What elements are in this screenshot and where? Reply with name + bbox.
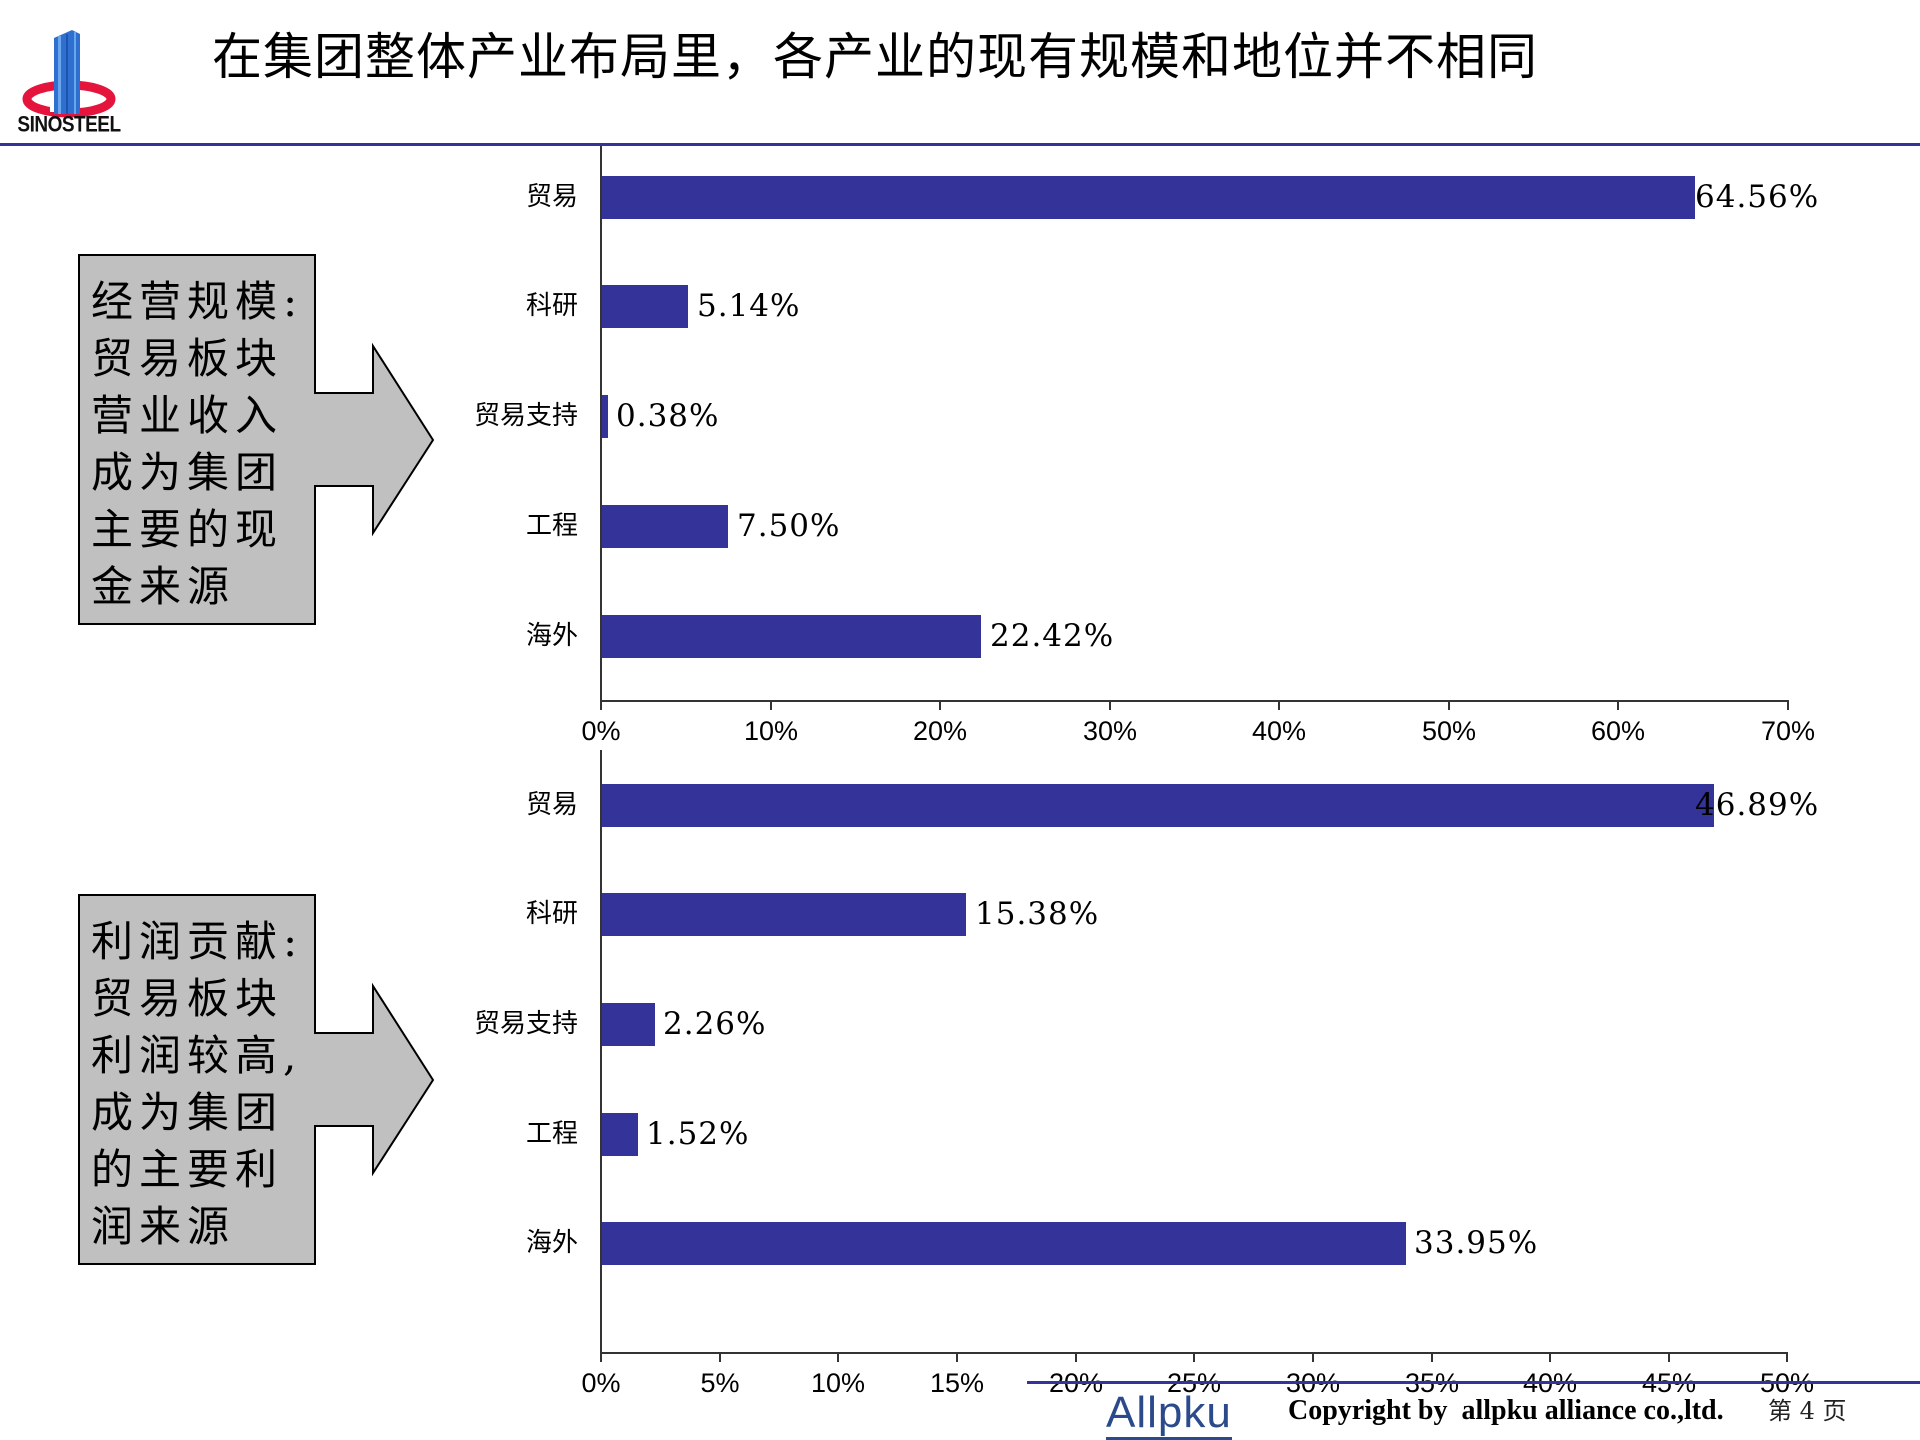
allpku-logo: Allpku <box>1106 1388 1232 1440</box>
x-tick <box>1193 1352 1195 1362</box>
bar <box>602 615 981 658</box>
category-label: 工程 <box>525 511 578 541</box>
sinosteel-logo: SINOSTEEL <box>14 26 124 141</box>
category-label: 海外 <box>525 1228 578 1258</box>
category-label: 工程 <box>525 1119 578 1149</box>
x-tick <box>939 700 941 710</box>
category-label: 科研 <box>525 899 578 929</box>
value-label: 33.95% <box>1414 1225 1539 1261</box>
x-tick <box>1549 1352 1551 1362</box>
allpku-wordmark: Allpku <box>1106 1388 1232 1440</box>
x-tick <box>719 1352 721 1362</box>
x-tick <box>600 700 602 710</box>
sinosteel-tower-icon <box>22 30 116 118</box>
x-axis <box>600 700 1788 702</box>
value-label: 15.38% <box>975 896 1100 932</box>
bar <box>602 1003 655 1046</box>
value-label: 5.14% <box>697 288 801 324</box>
x-tick-label: 60% <box>1590 716 1646 746</box>
value-label: 22.42% <box>990 618 1115 654</box>
x-tick-label: 10% <box>743 716 799 746</box>
bar <box>602 395 608 438</box>
bar <box>602 1222 1406 1265</box>
category-label: 贸易 <box>525 182 578 212</box>
value-label: 2.26% <box>663 1006 767 1042</box>
x-tick-label: 10% <box>810 1368 866 1398</box>
category-label: 贸易支持 <box>473 401 578 431</box>
x-tick-label: 20% <box>912 716 968 746</box>
y-axis <box>600 146 602 702</box>
x-tick-label: 70% <box>1760 716 1816 746</box>
x-tick <box>1617 700 1619 710</box>
bar <box>602 893 966 936</box>
x-tick <box>1278 700 1280 710</box>
x-tick <box>956 1352 958 1362</box>
bar <box>602 505 728 548</box>
x-tick <box>1431 1352 1433 1362</box>
callout-revenue: 经营规模: 贸易板块 营业收入 成为集团 主要的现 金来源 <box>78 254 435 625</box>
callout-profit: 利润贡献: 贸易板块 利润较高, 成为集团 的主要利 润来源 <box>78 894 435 1265</box>
value-label: 64.56% <box>1695 179 1820 215</box>
x-tick <box>1075 1352 1077 1362</box>
page-title: 在集团整体产业布局里，各产业的现有规模和地位并不相同 <box>212 28 1538 86</box>
x-tick <box>1312 1352 1314 1362</box>
value-label: 7.50% <box>737 508 841 544</box>
x-tick <box>1448 700 1450 710</box>
x-tick-label: 30% <box>1082 716 1138 746</box>
page-number: 第 4 页 <box>1768 1397 1847 1425</box>
value-label: 46.89% <box>1695 787 1820 823</box>
x-tick <box>837 1352 839 1362</box>
x-tick-label: 40% <box>1251 716 1307 746</box>
header-divider <box>0 143 1920 146</box>
callout-text: 利润贡献: 贸易板块 利润较高, 成为集团 的主要利 润来源 <box>91 917 304 1251</box>
x-tick-label: 50% <box>1421 716 1477 746</box>
x-tick-label: 5% <box>700 1368 740 1398</box>
x-tick <box>1668 1352 1670 1362</box>
copyright-text: Copyright by allpku alliance co.,ltd. <box>1288 1395 1724 1426</box>
value-label: 1.52% <box>646 1116 750 1152</box>
y-axis <box>600 750 602 1354</box>
category-label: 科研 <box>525 291 578 321</box>
bar <box>602 285 688 328</box>
x-tick <box>1787 700 1789 710</box>
x-tick <box>1786 1352 1788 1362</box>
bar <box>602 784 1714 827</box>
x-tick-label: 0% <box>581 716 621 746</box>
logo-wordmark: SINOSTEEL <box>17 113 121 138</box>
x-tick-label: 0% <box>581 1368 621 1398</box>
category-label: 海外 <box>525 621 578 651</box>
x-tick <box>770 700 772 710</box>
bar <box>602 176 1695 219</box>
category-label: 贸易支持 <box>473 1009 578 1039</box>
value-label: 0.38% <box>616 398 720 434</box>
callout-text: 经营规模: 贸易板块 营业收入 成为集团 主要的现 金来源 <box>91 277 304 611</box>
bar <box>602 1113 638 1156</box>
x-tick-label: 15% <box>929 1368 985 1398</box>
callout-arrow-shape <box>78 894 435 1265</box>
callout-arrow-shape <box>78 254 435 625</box>
x-tick <box>1109 700 1111 710</box>
x-tick <box>600 1352 602 1362</box>
footer-divider <box>1027 1381 1920 1384</box>
category-label: 贸易 <box>525 790 578 820</box>
